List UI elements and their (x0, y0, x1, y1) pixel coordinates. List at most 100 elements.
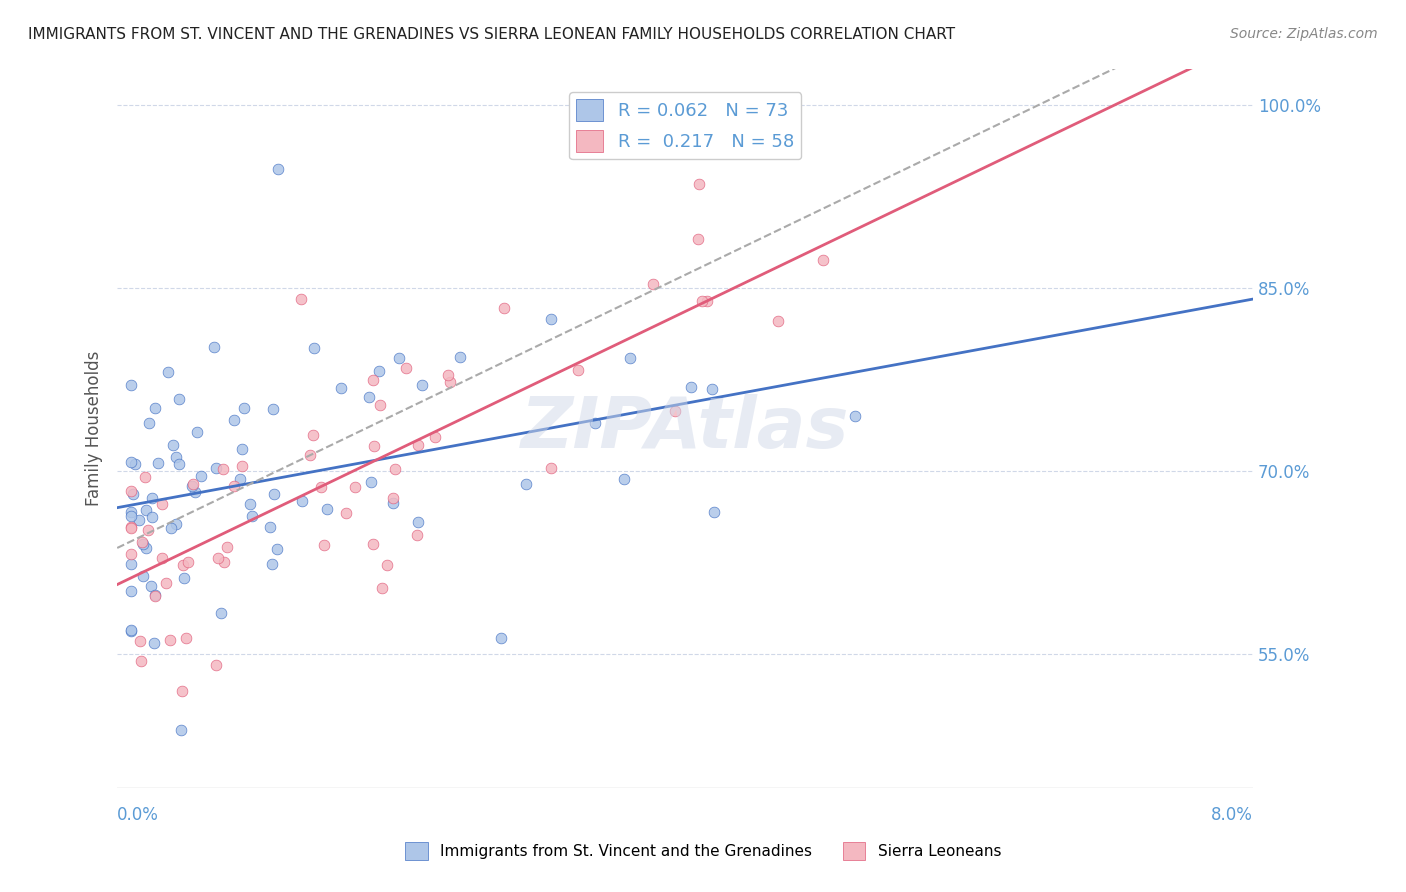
Point (702, 382, 724, 396)
Point (120, 509, 142, 524)
Point (583, 417, 606, 431)
Point (165, 517, 187, 532)
Point (135, 541, 157, 556)
Point (146, 456, 169, 470)
Point (681, 380, 703, 394)
Point (131, 654, 153, 668)
Point (143, 401, 166, 415)
Point (406, 516, 429, 530)
Point (411, 378, 433, 392)
Point (302, 341, 325, 355)
Point (291, 494, 314, 508)
Point (363, 537, 385, 551)
Point (359, 390, 381, 404)
Point (173, 571, 195, 585)
Point (120, 377, 142, 392)
Point (298, 448, 321, 462)
Point (132, 537, 155, 551)
Point (290, 292, 312, 306)
Point (157, 365, 180, 379)
Point (143, 636, 166, 650)
Text: 8.0%: 8.0% (1211, 806, 1253, 824)
Point (138, 416, 160, 430)
Point (384, 462, 406, 476)
Point (371, 581, 394, 595)
Point (209, 606, 232, 620)
Point (567, 363, 589, 377)
Point (207, 551, 229, 566)
Point (141, 510, 163, 524)
Point (240, 508, 263, 523)
Point (344, 480, 367, 494)
Point (186, 425, 208, 440)
Point (190, 469, 212, 483)
Point (368, 399, 391, 413)
Point (176, 632, 198, 646)
Point (811, 253, 834, 268)
Point (335, 506, 357, 520)
Point (143, 589, 166, 603)
Point (229, 472, 252, 486)
Text: Source: ZipAtlas.com: Source: ZipAtlas.com (1230, 27, 1378, 41)
Point (437, 368, 460, 383)
Point (120, 583, 142, 598)
Point (205, 460, 228, 475)
Point (205, 657, 228, 672)
Point (222, 413, 245, 427)
Legend: Immigrants from St. Vincent and the Grenadines, Sierra Leoneans: Immigrants from St. Vincent and the Gren… (399, 836, 1007, 866)
Point (212, 555, 235, 569)
Point (515, 477, 537, 491)
Point (150, 550, 173, 565)
Point (360, 475, 382, 490)
Point (263, 487, 285, 501)
Point (120, 623, 142, 637)
Point (664, 404, 686, 418)
Point (844, 409, 866, 423)
Point (643, 277, 665, 291)
Point (381, 491, 404, 505)
Point (124, 457, 146, 471)
Point (363, 440, 385, 454)
Point (212, 462, 235, 476)
Point (406, 438, 429, 452)
Point (167, 457, 190, 471)
Point (262, 401, 284, 416)
Point (368, 364, 391, 378)
Point (388, 351, 411, 366)
Point (232, 401, 254, 415)
Point (184, 484, 207, 499)
Point (330, 381, 353, 395)
Point (172, 684, 194, 698)
Point (167, 392, 190, 406)
Point (120, 484, 142, 499)
Point (302, 427, 325, 442)
Point (688, 177, 710, 191)
Point (489, 631, 512, 645)
Point (135, 503, 157, 517)
Point (382, 496, 405, 510)
Point (177, 555, 200, 569)
Point (619, 351, 641, 365)
Point (375, 558, 398, 573)
Point (160, 521, 183, 535)
Point (141, 491, 163, 505)
Point (120, 505, 142, 519)
Point (395, 361, 418, 376)
Point (266, 542, 288, 557)
Point (132, 568, 155, 582)
Point (262, 557, 284, 571)
Point (165, 450, 187, 464)
Point (690, 294, 713, 309)
Point (143, 590, 166, 604)
Point (120, 521, 142, 535)
Point (141, 578, 163, 592)
Point (703, 505, 725, 519)
Point (231, 459, 253, 474)
Point (170, 723, 193, 738)
Point (120, 547, 142, 561)
Point (183, 477, 205, 491)
Point (120, 557, 142, 571)
Point (120, 455, 142, 469)
Point (492, 301, 515, 315)
Point (231, 442, 253, 457)
